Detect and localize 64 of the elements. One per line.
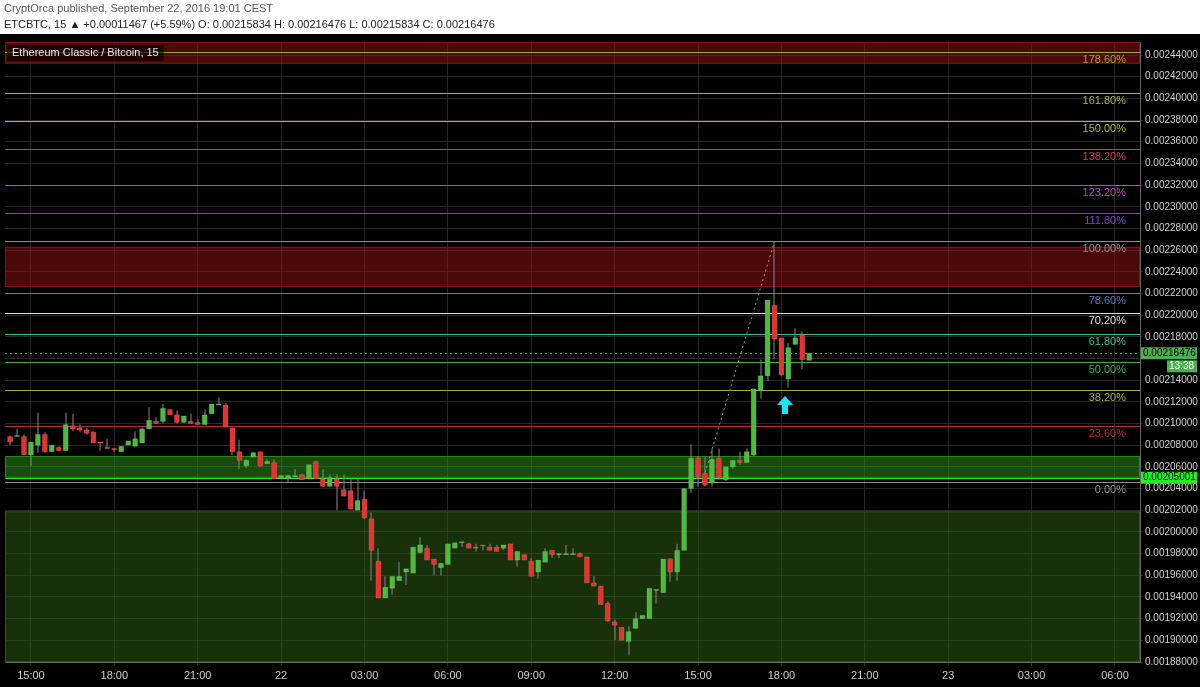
x-tick-label: 18:00 (767, 668, 796, 681)
chart-title: Ethereum Classic / Bitcoin, 15 (12, 46, 159, 59)
annotation: 161.80% (1082, 93, 1127, 106)
y-tick-label: 0.00198000 (1145, 547, 1199, 559)
candlestick (563, 544, 569, 555)
y-tick-label: 0.00226000 (1145, 243, 1199, 255)
annotation: 38.20% (1088, 390, 1127, 403)
annotation: 70.20% (1088, 314, 1127, 327)
y-tick-label: 0.00204000 (1145, 482, 1199, 494)
y-tick-label: 0.00206000 (1145, 460, 1199, 472)
y-tick-label: 0.00232000 (1145, 178, 1199, 190)
y-tick-label: 0.00208000 (1145, 438, 1199, 450)
text: ETCBTC, 15 ▲ +0.00011467 (+5.59%) O: 0.00215834 H: 0.00216476 L: 0.00215834 C: 0.00216476 (3, 17, 496, 32)
y-tick-label: 0.00238000 (1145, 113, 1199, 125)
text: 13:38 (1169, 360, 1195, 372)
x-tick-label: 22 (274, 668, 288, 681)
y-tick-label: 0.00244000 (1145, 48, 1199, 60)
annotation: 61.80% (1088, 334, 1127, 347)
y-tick-label: 0.00196000 (1145, 569, 1199, 581)
ref-line-label: 0.00205001 (1143, 471, 1197, 483)
y-tick-label: 0.00212000 (1145, 395, 1199, 407)
y-tick-label: 0.00202000 (1145, 504, 1199, 515)
annotation: 0.00% (1094, 483, 1127, 496)
annotation: 150.00% (1082, 122, 1127, 135)
x-tick-label: 15:00 (17, 668, 45, 681)
x-tick-label: 12:00 (600, 668, 629, 681)
y-tick-label: 0.00222000 (1145, 287, 1199, 299)
x-tick-label: 23 (942, 668, 955, 681)
x-tick-label: 03:00 (350, 668, 379, 681)
y-tick-label: 0.00194000 (1145, 590, 1199, 602)
y-tick-label: 0.00228000 (1145, 222, 1199, 234)
y-tick-label: 0.00190000 (1145, 634, 1199, 646)
annotation: 50.00% (1088, 362, 1127, 375)
annotation: 178.60% (1082, 52, 1127, 65)
x-tick-label: 21:00 (851, 668, 879, 681)
text: CryptOrca published, September 22, 2016 19:01 CEST (3, 1, 275, 16)
y-tick-label: 0.00192000 (1145, 612, 1199, 624)
annotation: 123.20% (1082, 186, 1127, 199)
annotation: 100.00% (1082, 242, 1127, 255)
y-tick-label: 0.00242000 (1145, 70, 1199, 82)
x-tick-label: 18:00 (100, 668, 129, 681)
y-tick-label: 0.00234000 (1145, 157, 1199, 169)
x-tick-label: 15:00 (684, 668, 712, 681)
y-tick-label: 0.00224000 (1145, 265, 1199, 277)
y-tick-label: 0.00220000 (1145, 308, 1199, 320)
y-tick-label: 0.00214000 (1145, 373, 1199, 385)
x-tick-label: 03:00 (1017, 668, 1046, 681)
y-tick-label: 0.00210000 (1145, 417, 1199, 429)
x-tick-label: 09:00 (517, 668, 546, 681)
annotation: 78.60% (1088, 294, 1127, 307)
y-tick-label: 0.00188000 (1145, 655, 1199, 667)
y-tick-label: 0.00230000 (1145, 200, 1199, 212)
x-tick-label: 21:00 (183, 668, 212, 681)
candlestick (653, 589, 660, 604)
y-tick-label: 0.00200000 (1145, 525, 1199, 537)
x-tick-label: 06:00 (1101, 668, 1129, 681)
annotation: 23.60% (1088, 426, 1127, 439)
annotation: 138.20% (1082, 150, 1127, 163)
y-tick-label: 0.00218000 (1145, 330, 1199, 342)
ref-line-label: 0.00216476 (1143, 347, 1197, 359)
annotation: 111.80% (1084, 214, 1127, 227)
y-tick-label: 0.00236000 (1145, 135, 1199, 147)
x-tick-label: 06:00 (434, 668, 462, 681)
y-tick-label: 0.00240000 (1145, 92, 1199, 104)
